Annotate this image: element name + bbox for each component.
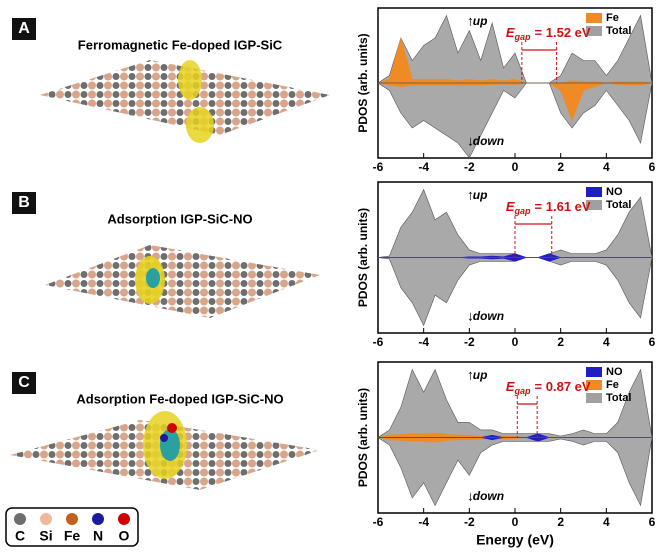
panel-label: A <box>18 20 30 37</box>
figure: CSiFeNOAFerromagnetic Fe-doped IGP-SiCBA… <box>0 0 657 549</box>
x-tick-label: -4 <box>418 335 429 349</box>
panel-label: C <box>18 374 30 391</box>
legend-label: Total <box>606 199 631 211</box>
y-axis-label: PDOS (arb. units) <box>356 208 370 307</box>
atom-swatch <box>40 513 52 525</box>
gap-subscript: gap <box>514 386 532 396</box>
x-tick-label: 4 <box>603 515 610 529</box>
x-tick-label: 4 <box>603 335 610 349</box>
gap-text: = 1.52 eV <box>535 25 591 40</box>
x-tick-label: 6 <box>649 515 656 529</box>
gap-text: = 1.61 eV <box>535 199 591 214</box>
x-tick-label: -2 <box>464 335 475 349</box>
up-label: up <box>473 188 488 202</box>
x-tick-label: 0 <box>512 160 519 174</box>
legend-swatch <box>586 13 602 23</box>
x-tick-label: -4 <box>418 160 429 174</box>
x-tick-label: 2 <box>557 335 564 349</box>
legend-label: Fe <box>606 12 619 24</box>
legend-swatch <box>586 187 602 197</box>
atom-label: C <box>15 528 25 544</box>
pdos-down <box>378 258 652 326</box>
x-tick-label: 2 <box>557 515 564 529</box>
x-tick-label: -6 <box>373 160 384 174</box>
x-tick-label: -2 <box>464 160 475 174</box>
atom-label: Si <box>39 528 52 544</box>
atom-swatch <box>14 513 26 525</box>
gap-subscript: gap <box>514 206 532 216</box>
gap-label: Egap= 1.61 eV <box>506 199 591 216</box>
legend-label: NO <box>606 366 623 378</box>
x-tick-label: 0 <box>512 515 519 529</box>
x-tick-label: -6 <box>373 515 384 529</box>
down-label: down <box>473 489 504 503</box>
gap-symbol: E <box>506 25 515 40</box>
x-tick-label: 0 <box>512 335 519 349</box>
gap-subscript: gap <box>514 32 532 42</box>
legend-label: NO <box>606 186 623 198</box>
atom-swatch <box>92 513 104 525</box>
molecule-c <box>10 411 320 490</box>
atom-swatch <box>118 513 130 525</box>
legend-label: Total <box>606 392 631 404</box>
x-tick-label: -4 <box>418 515 429 529</box>
legend-label: Total <box>606 25 631 37</box>
atom-label: N <box>93 528 103 544</box>
pdos-down <box>378 438 652 506</box>
gap-text: = 0.87 eV <box>535 379 591 394</box>
panel-label: B <box>18 194 30 211</box>
molecule-b <box>45 245 320 318</box>
panel-title: Adsorption IGP-SiC-NO <box>107 211 252 226</box>
up-label: up <box>473 368 488 382</box>
x-tick-label: -6 <box>373 335 384 349</box>
atom-swatch <box>66 513 78 525</box>
legend-label: Fe <box>606 379 619 391</box>
x-axis-label: Energy (eV) <box>476 532 554 548</box>
x-tick-label: 6 <box>649 160 656 174</box>
gap-symbol: E <box>506 379 515 394</box>
gap-label: Egap= 1.52 eV <box>506 25 591 42</box>
atom-label: Fe <box>64 528 81 544</box>
legend-swatch <box>586 393 602 403</box>
gap-symbol: E <box>506 199 515 214</box>
down-label: down <box>473 134 504 148</box>
x-tick-label: -2 <box>464 515 475 529</box>
x-tick-label: 6 <box>649 335 656 349</box>
panel-title: Adsorption Fe-doped IGP-SiC-NO <box>76 391 283 406</box>
y-axis-label: PDOS (arb. units) <box>356 388 370 487</box>
y-axis-label: PDOS (arb. units) <box>356 33 370 132</box>
x-tick-label: 2 <box>557 160 564 174</box>
up-label: up <box>473 14 488 28</box>
down-label: down <box>473 309 504 323</box>
atom-label: O <box>119 528 130 544</box>
pdos-down <box>378 83 652 158</box>
panel-title: Ferromagnetic Fe-doped IGP-SiC <box>78 37 283 52</box>
gap-label: Egap= 0.87 eV <box>506 379 591 396</box>
legend-swatch <box>586 367 602 377</box>
x-tick-label: 4 <box>603 160 610 174</box>
molecule-a <box>40 60 330 143</box>
